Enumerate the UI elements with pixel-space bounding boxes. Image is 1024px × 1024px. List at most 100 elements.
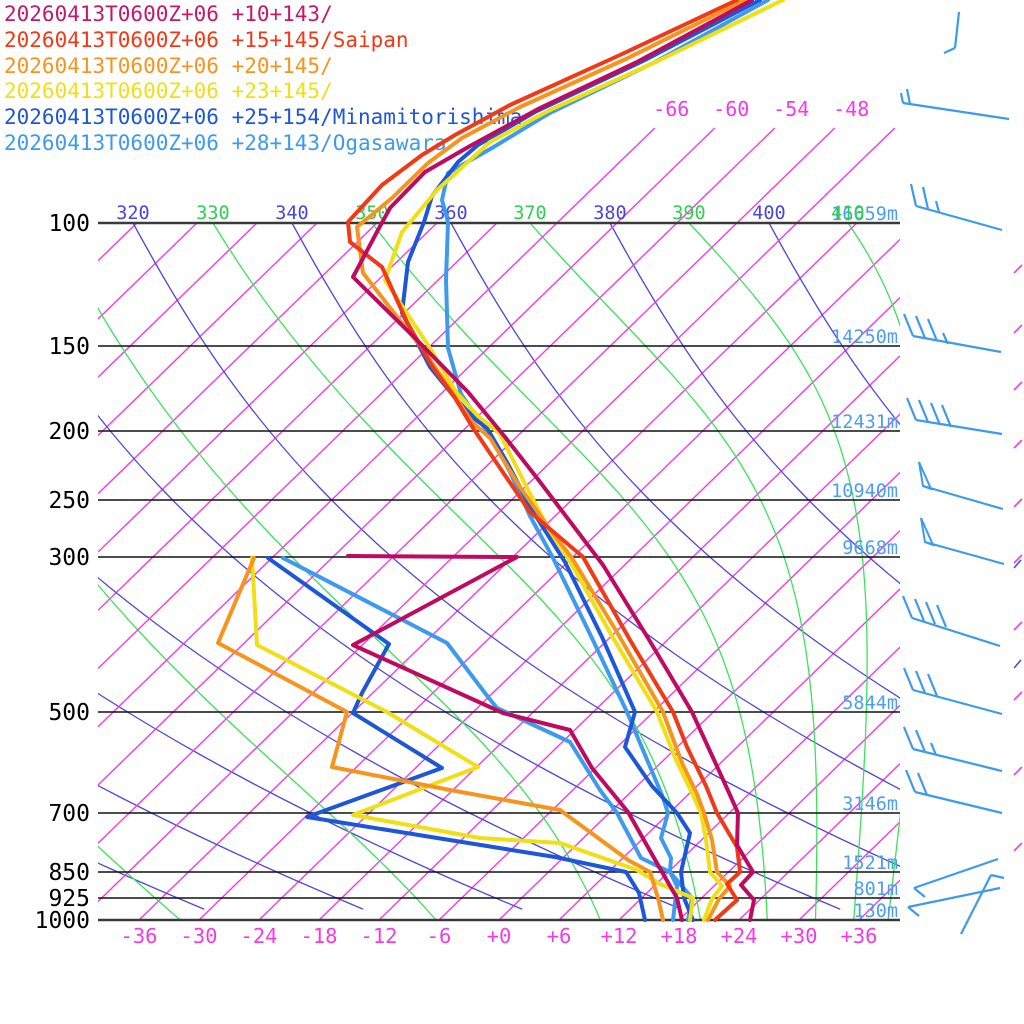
isotherm-line	[97, 127, 656, 670]
height-label-850: 1521m	[842, 853, 898, 874]
dry-adiabat-line	[768, 223, 900, 426]
dry-adiabat-line	[98, 692, 523, 910]
dry-adiabat-line	[98, 414, 841, 910]
temp-axis-label: -6	[427, 924, 452, 948]
wind-barb-stroke	[902, 101, 1010, 121]
dry-adiabat-line	[98, 576, 682, 910]
pressure-label-100: 100	[48, 211, 90, 237]
dry-adiabat-line	[98, 862, 205, 910]
wind-barb-stroke	[902, 667, 915, 691]
wind-barbs	[899, 11, 1010, 935]
wind-barb-stroke	[917, 399, 930, 423]
moist-adiabat-line	[98, 845, 182, 920]
wind-barb-stroke	[921, 186, 930, 210]
adiabat-label-400: 400	[752, 203, 785, 224]
wind-barb-stroke	[940, 404, 953, 428]
adiabat-label-390: 390	[672, 203, 705, 224]
wind-barb-icon	[960, 873, 1005, 935]
wind-barb-stroke	[905, 88, 912, 105]
adiabat-label-380: 380	[593, 203, 626, 224]
temp-axis-label: -12	[360, 924, 397, 948]
wind-barb-icon	[902, 313, 1002, 354]
height-label-500: 5844m	[842, 693, 898, 714]
wind-barb-icon	[918, 461, 1004, 511]
temp-axis-label: +30	[780, 924, 817, 948]
isotherm-label: -54	[773, 97, 809, 121]
temp-axis-label: +18	[660, 924, 697, 948]
wind-barb-icon	[920, 517, 1005, 566]
wind-barb-stroke	[907, 886, 1001, 909]
pressure-label-150: 150	[48, 334, 90, 360]
wind-barb-stroke	[901, 595, 914, 619]
pressure-label-850: 850	[48, 860, 90, 886]
wind-barb-stroke	[912, 334, 1002, 354]
wind-barb-stroke	[924, 540, 1005, 566]
temperature-trace-p23e145	[383, 0, 785, 922]
isotherm-line	[138, 223, 858, 920]
wind-barb-icon	[901, 595, 1001, 648]
wind-barb-stroke	[913, 857, 999, 890]
wind-barb-stroke	[929, 402, 942, 426]
wind-barb-stroke	[916, 772, 929, 796]
edge-mark-magenta	[1013, 439, 1023, 449]
legend: 20260413T0600Z+06 +10+143/20260413T0600Z…	[4, 2, 522, 157]
wind-barb-stroke	[907, 906, 920, 917]
dry-adiabat-line	[98, 784, 364, 910]
isotherm-line	[318, 355, 900, 920]
adiabat-label-410: 410	[831, 203, 864, 224]
wind-barb-icon	[943, 11, 961, 55]
dry-adiabat-line	[450, 223, 900, 699]
dewpoint-trace-p10e143	[346, 554, 684, 922]
pressure-label-500: 500	[48, 700, 90, 726]
moist-adiabat-line	[98, 306, 602, 920]
isotherm-line	[97, 127, 776, 786]
wind-barb-stroke	[990, 873, 1005, 880]
isotherm-line	[97, 127, 896, 903]
legend-entry-5: 20260413T0600Z+06 +28+143/Ogasawara	[4, 130, 447, 155]
wind-barb-stroke	[915, 204, 1003, 232]
edge-mark-magenta	[1013, 324, 1023, 334]
wind-barb-stroke	[960, 874, 992, 935]
isotherm-line	[858, 879, 900, 920]
isotherm-line	[438, 471, 900, 920]
wind-barb-stroke	[926, 673, 939, 697]
moist-adiabat-line	[529, 223, 818, 920]
dry-adiabat-line	[132, 223, 900, 867]
isotherm-line	[198, 238, 900, 920]
wind-barb-icon	[899, 88, 1010, 121]
wind-barb-pennant	[918, 461, 933, 491]
wind-barb-stroke	[912, 747, 1003, 773]
edge-mark-magenta	[1013, 264, 1023, 274]
temp-axis-label: +12	[600, 924, 637, 948]
edge-marks	[1013, 264, 1023, 852]
isotherm-line	[98, 223, 498, 611]
temp-axis-label: +36	[840, 924, 877, 948]
adiabat-labels: 310 320 330 340 350 360 370 380 390 400 410	[116, 203, 864, 224]
isotherm-line	[98, 223, 378, 495]
isotherm-line	[98, 223, 138, 262]
edge-mark-magenta	[1013, 621, 1023, 631]
height-label-250: 10940m	[831, 481, 898, 502]
temp-axis-label: +0	[487, 924, 512, 948]
wind-barb-icon	[902, 667, 1003, 716]
temp-axis-label: -18	[300, 924, 337, 948]
wind-barb-stroke	[909, 183, 918, 207]
temp-axis-label: -30	[180, 924, 217, 948]
wind-barb-icon	[904, 769, 1003, 815]
wind-barb-stroke	[913, 887, 926, 898]
wind-barb-stroke	[929, 742, 938, 756]
adiabat-label-340: 340	[275, 203, 308, 224]
wind-barb-stroke	[902, 726, 915, 750]
edge-mark-blue	[1013, 659, 1022, 669]
wind-barb-stroke	[905, 397, 918, 421]
temperature-axis: -36 -30 -24 -18 -12 -6 +0 +6 +12 +18 +24 +30 +36	[120, 924, 877, 948]
pressure-label-300: 300	[48, 545, 90, 571]
temperature-trace-p25e154	[400, 0, 762, 922]
wind-barb-stroke	[915, 418, 1003, 436]
wind-barb-pennant	[920, 517, 935, 547]
isotherm-line	[97, 127, 836, 844]
dry-adiabat-line	[0, 223, 45, 909]
wind-barb-icon	[902, 726, 1003, 773]
wind-barb-icon	[907, 886, 1001, 917]
